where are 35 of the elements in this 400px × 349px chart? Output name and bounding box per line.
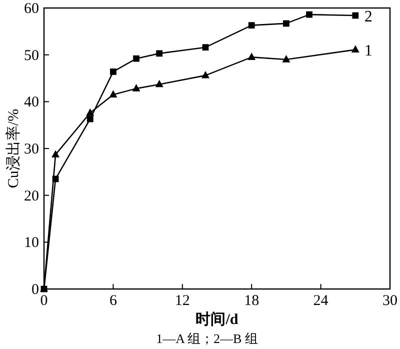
x-tick-label: 24	[313, 293, 329, 309]
x-tick-label: 6	[109, 293, 118, 309]
y-tick-label: 30	[24, 142, 39, 158]
point	[110, 68, 116, 75]
text: 1—A 组；2—B 组	[156, 331, 258, 346]
y-tick-label: 0	[32, 282, 39, 298]
point	[352, 12, 359, 19]
y-axis-title: Cu浸出率/%	[5, 108, 22, 188]
point	[306, 11, 312, 18]
point	[86, 108, 94, 116]
series-label: 2	[364, 8, 372, 26]
series-label: 1	[364, 42, 372, 60]
point	[132, 84, 140, 92]
y-tick-label: 10	[24, 235, 39, 252]
point	[86, 116, 94, 122]
point	[248, 52, 256, 60]
point	[155, 80, 164, 88]
x-tick-label: 30	[382, 293, 398, 309]
y-tick-label: 60	[24, 1, 39, 17]
point	[156, 50, 163, 57]
x-tick-label: 12	[174, 293, 190, 309]
point	[248, 22, 255, 29]
y-tick-label: 50	[24, 48, 39, 64]
point	[202, 44, 209, 51]
point	[282, 55, 290, 62]
point	[109, 90, 118, 98]
x-axis-title: 时间/d	[196, 311, 239, 328]
point	[351, 45, 360, 52]
point	[52, 150, 60, 158]
point	[201, 70, 210, 78]
point	[133, 55, 140, 62]
y-tick-label: 40	[24, 94, 39, 111]
y-tick-label: 20	[24, 188, 39, 204]
point	[283, 20, 290, 27]
x-tick-label: 18	[244, 293, 260, 309]
